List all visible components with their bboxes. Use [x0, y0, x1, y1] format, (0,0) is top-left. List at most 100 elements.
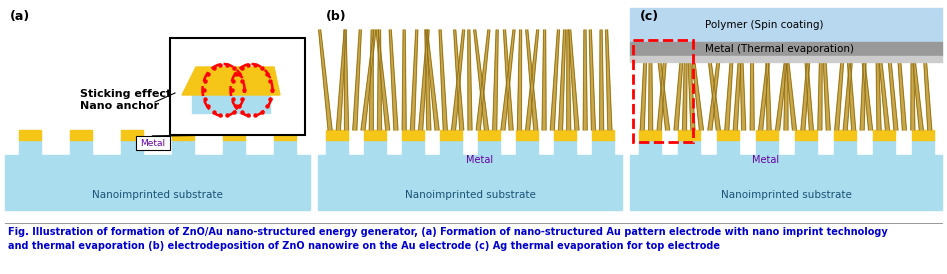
Polygon shape [476, 30, 490, 130]
Text: Nanoimprinted substrate: Nanoimprinted substrate [721, 190, 851, 200]
Bar [318, 155, 622, 210]
Polygon shape [687, 30, 695, 130]
Text: Metal: Metal [753, 155, 779, 165]
Bar [630, 56, 942, 62]
Bar [192, 95, 270, 113]
Bar [633, 40, 693, 142]
Polygon shape [425, 30, 431, 130]
Bar [630, 42, 942, 56]
Polygon shape [688, 30, 704, 130]
Polygon shape [759, 30, 773, 130]
Bar [172, 130, 194, 140]
Polygon shape [378, 30, 382, 130]
Polygon shape [318, 30, 332, 130]
Polygon shape [885, 30, 898, 130]
Polygon shape [724, 30, 735, 130]
Bar [121, 140, 143, 155]
Bar [677, 130, 700, 140]
Polygon shape [402, 30, 406, 130]
Bar [121, 130, 143, 140]
Bar [833, 140, 855, 155]
Polygon shape [876, 30, 881, 130]
Bar [795, 140, 816, 155]
Bar [274, 130, 295, 140]
Polygon shape [454, 30, 464, 130]
Polygon shape [705, 30, 721, 130]
Polygon shape [492, 30, 498, 130]
Polygon shape [589, 30, 596, 130]
Bar [70, 130, 92, 140]
Polygon shape [583, 30, 587, 130]
Polygon shape [542, 30, 546, 130]
Polygon shape [501, 30, 515, 130]
Polygon shape [569, 30, 579, 130]
Text: Fig. Illustration of formation of ZnO/Au nano-structured energy generator, (a) F: Fig. Illustration of formation of ZnO/Au… [8, 227, 887, 251]
Polygon shape [517, 30, 522, 130]
Polygon shape [801, 30, 812, 130]
Polygon shape [896, 30, 906, 130]
Bar [872, 140, 895, 155]
Polygon shape [376, 30, 390, 130]
Polygon shape [683, 30, 688, 130]
Polygon shape [657, 30, 669, 130]
Polygon shape [784, 30, 788, 130]
Bar [402, 140, 424, 155]
Polygon shape [818, 30, 822, 130]
Polygon shape [468, 30, 472, 130]
Polygon shape [803, 30, 813, 130]
Polygon shape [876, 30, 889, 130]
Bar [326, 130, 348, 140]
Polygon shape [439, 30, 447, 130]
Bar [592, 140, 614, 155]
Bar [554, 140, 576, 155]
Bar [795, 130, 816, 140]
Polygon shape [859, 30, 872, 130]
Bar [478, 130, 500, 140]
Bar [478, 140, 500, 155]
Bar [223, 140, 244, 155]
Polygon shape [843, 30, 854, 130]
Polygon shape [750, 30, 754, 130]
Bar [912, 140, 934, 155]
Polygon shape [344, 30, 348, 130]
Bar [516, 140, 538, 155]
Polygon shape [526, 30, 539, 130]
Bar [5, 155, 310, 210]
Bar [364, 130, 386, 140]
Polygon shape [649, 30, 652, 130]
Polygon shape [389, 30, 398, 130]
Polygon shape [452, 30, 465, 130]
Polygon shape [605, 30, 612, 130]
Polygon shape [765, 30, 771, 130]
Polygon shape [599, 30, 603, 130]
Polygon shape [361, 30, 376, 130]
Bar [717, 130, 739, 140]
Bar [364, 140, 386, 155]
Bar [872, 130, 895, 140]
Polygon shape [336, 30, 347, 130]
Polygon shape [640, 30, 648, 130]
Text: Polymer (Spin coating): Polymer (Spin coating) [705, 20, 824, 30]
Bar [912, 130, 934, 140]
Polygon shape [654, 30, 670, 130]
Polygon shape [834, 30, 846, 130]
Polygon shape [419, 30, 429, 130]
Polygon shape [846, 30, 856, 130]
Bar [135, 136, 170, 150]
Text: (a): (a) [10, 10, 30, 23]
Text: Metal: Metal [467, 155, 493, 165]
Polygon shape [474, 30, 489, 130]
Bar [402, 130, 424, 140]
Bar [592, 130, 614, 140]
Text: (c): (c) [640, 10, 659, 23]
Polygon shape [674, 30, 685, 130]
Bar [677, 140, 700, 155]
Polygon shape [708, 30, 724, 130]
Bar [554, 130, 576, 140]
Text: Nanoimprinted substrate: Nanoimprinted substrate [92, 190, 223, 200]
Bar [172, 140, 194, 155]
Polygon shape [822, 30, 831, 130]
Text: Metal: Metal [140, 138, 165, 147]
Polygon shape [566, 30, 571, 130]
Bar [440, 140, 462, 155]
